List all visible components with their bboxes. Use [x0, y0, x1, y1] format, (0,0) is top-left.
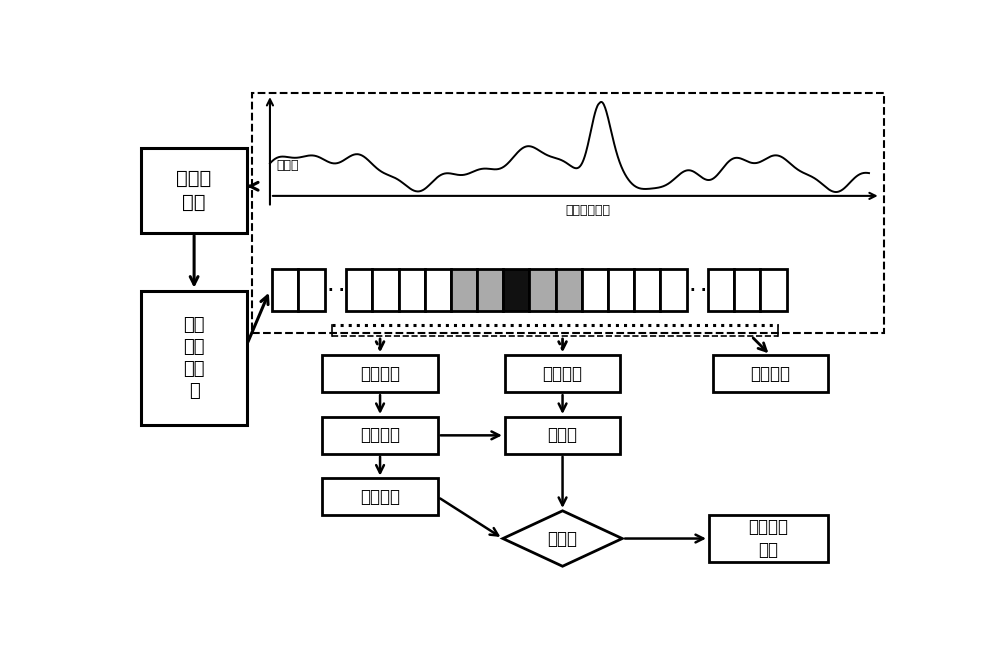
Bar	[372, 269, 399, 311]
Bar	[346, 269, 372, 311]
Bar	[708, 269, 734, 311]
Bar	[451, 269, 477, 311]
Bar	[322, 355, 438, 392]
Bar	[709, 516, 828, 562]
Text: 保护单元: 保护单元	[750, 365, 790, 383]
Bar	[529, 269, 556, 311]
Bar	[582, 269, 608, 311]
Bar	[734, 269, 760, 311]
Text: 输出判决
结果: 输出判决 结果	[749, 518, 789, 558]
Bar	[760, 269, 787, 311]
Text: 参考单元: 参考单元	[360, 365, 400, 383]
Bar	[556, 269, 582, 311]
Text: 检测单元: 检测单元	[543, 365, 583, 383]
Text: · ·: · ·	[328, 283, 344, 298]
Text: 门限计算: 门限计算	[360, 488, 400, 506]
Polygon shape	[503, 510, 622, 566]
Bar	[505, 355, 620, 392]
Bar	[503, 269, 529, 311]
Bar	[505, 417, 620, 454]
Bar	[660, 269, 687, 311]
Bar	[713, 355, 828, 392]
Bar	[252, 93, 884, 333]
Bar	[298, 269, 325, 311]
Bar	[272, 269, 298, 311]
Text: 判决器: 判决器	[548, 530, 578, 547]
Text: · ·: · ·	[690, 283, 706, 298]
Bar	[141, 148, 247, 233]
Text: 比较器: 比较器	[548, 426, 578, 444]
Text: 符合值: 符合值	[276, 158, 299, 171]
Bar	[634, 269, 660, 311]
Text: 时间延迟窗口: 时间延迟窗口	[565, 204, 610, 217]
Bar	[477, 269, 503, 311]
Text: 噪声估计: 噪声估计	[360, 426, 400, 444]
Text: 检测
单元
判决
器: 检测 单元 判决 器	[183, 315, 205, 400]
Bar	[425, 269, 451, 311]
Bar	[141, 290, 247, 425]
Bar	[322, 417, 438, 454]
Bar	[322, 478, 438, 516]
Bar	[608, 269, 634, 311]
Bar	[399, 269, 425, 311]
Text: 符合值
检测: 符合值 检测	[176, 170, 212, 212]
